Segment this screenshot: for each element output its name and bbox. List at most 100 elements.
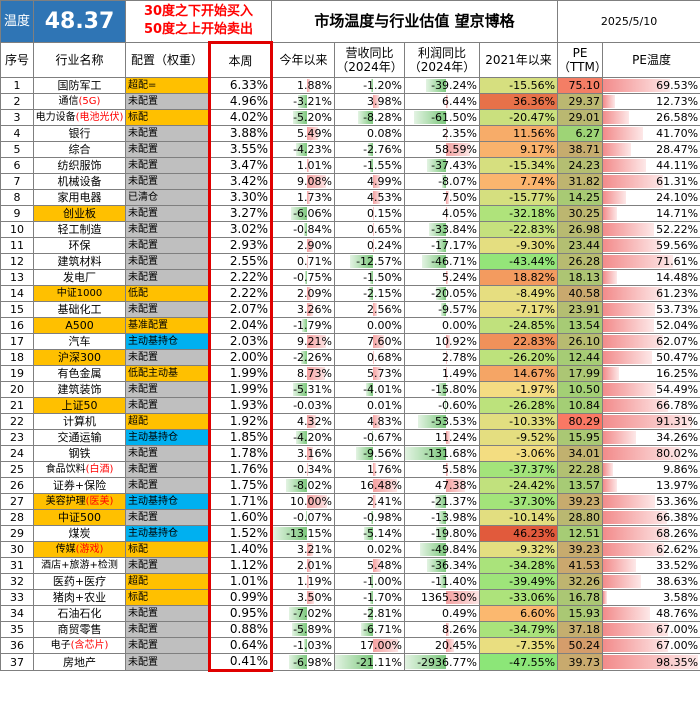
pe-temperature-bar	[603, 383, 656, 396]
revenue-yoy: 0.08%	[334, 125, 405, 142]
since-2021-change: -10.33%	[478, 413, 559, 430]
pe-temperature-value: 48.76%	[656, 607, 699, 620]
revenue-yoy-value: 4.99%	[367, 175, 402, 188]
pe-temperature: 13.97%	[602, 477, 700, 494]
pe-ttm: 13.54	[557, 317, 604, 334]
ytd-change-bar	[306, 159, 309, 172]
table-row: 31 酒店+旅游+检测 未配置 1.12% 2.01% 5.48% -36.34% -34.2…	[0, 557, 700, 574]
pe-temperature: 50.47%	[602, 349, 700, 366]
profit-yoy-value: 0.49%	[442, 607, 477, 620]
revenue-yoy-bar	[369, 591, 373, 604]
ytd-change: 3.16%	[271, 445, 335, 462]
revenue-yoy: 0.01%	[334, 397, 405, 414]
industry-name: 建筑装饰	[33, 381, 126, 398]
revenue-yoy: -1.50%	[334, 269, 405, 286]
revenue-yoy: 0.68%	[334, 349, 405, 366]
pe-temperature-bar	[603, 591, 607, 604]
industry-name-text: 证券+保险	[52, 479, 107, 492]
revenue-yoy: -1.20%	[334, 77, 405, 94]
row-index: 26	[0, 477, 34, 494]
ytd-change-value: 8.73%	[297, 367, 332, 380]
ytd-change-value: 2.09%	[297, 287, 332, 300]
revenue-yoy-value: -0.98%	[363, 511, 402, 524]
table-row: 33 猪肉+农业 标配 0.99% 3.50% -1.70% 1365.30% -33.06%…	[0, 589, 700, 606]
table-row: 27 美容护理(医美) 主动基持仓 1.71% 10.00% 2.41% -21.37% -3…	[0, 493, 700, 510]
ytd-change: 9.21%	[271, 333, 335, 350]
pe-ttm: 13.57	[557, 477, 604, 494]
row-index: 29	[0, 525, 34, 542]
row-index: 27	[0, 493, 34, 510]
profit-yoy: 5.58%	[404, 461, 480, 478]
table-row: 8 家用电器 已清仓 3.30% 1.73% 4.53% 7.50% -15.77% 14.25…	[0, 189, 700, 206]
since-2021-change: -8.49%	[478, 285, 559, 302]
week-change: 3.55%	[208, 141, 273, 158]
ytd-change-bar	[288, 655, 307, 669]
revenue-yoy-value: -0.67%	[363, 431, 402, 444]
table-row: 28 中证500 未配置 1.60% -0.07% -0.98% -13.98% -10.14…	[0, 509, 700, 526]
pe-temperature-value: 71.61%	[656, 255, 699, 268]
pe-temperature-bar	[603, 175, 663, 188]
revenue-yoy-bar	[371, 575, 373, 588]
pe-ttm: 16.78	[557, 589, 604, 606]
ytd-change-bar	[306, 175, 326, 188]
profit-yoy-value: -8.07%	[438, 175, 477, 188]
pe-temperature: 52.22%	[602, 221, 700, 238]
pe-temperature: 69.53%	[602, 77, 700, 94]
pe-temperature-bar	[603, 319, 654, 332]
industry-name: 石油石化	[33, 605, 126, 622]
table-row: 9 创业板 未配置 3.27% -6.06% 0.15% 4.05% -32.18% 30.25…	[0, 205, 700, 222]
pe-temperature-bar	[603, 367, 619, 380]
industry-name-text: 传媒	[55, 544, 76, 555]
since-2021-change: -3.06%	[478, 445, 559, 462]
pe-temperature-bar	[603, 447, 681, 460]
revenue-yoy-value: 0.02%	[367, 543, 402, 556]
ytd-change: -0.07%	[271, 509, 335, 526]
pe-temperature-value: 53.73%	[656, 303, 699, 316]
industry-name: 食品饮料(白酒)	[33, 461, 126, 478]
profit-yoy-value: 8.26%	[442, 623, 477, 636]
ytd-change-value: 5.49%	[297, 127, 332, 140]
pe-temperature: 61.23%	[602, 285, 700, 302]
ytd-change-bar	[288, 607, 307, 620]
pe-ttm: 41.53	[557, 557, 604, 574]
pe-ttm: 23.91	[557, 301, 604, 318]
week-change: 1.40%	[208, 541, 273, 558]
pe-temperature-value: 50.47%	[656, 351, 699, 364]
pe-temperature-value: 67.00%	[656, 639, 699, 652]
table-row: 3 电力设备(电池光伏) 标配 4.02% -5.20% -8.28% -61.50% -20…	[0, 109, 700, 126]
revenue-yoy-value: 7.60%	[367, 335, 402, 348]
ytd-change-bar	[306, 191, 311, 204]
pe-temperature-value: 52.22%	[656, 223, 699, 236]
ytd-change-bar	[291, 207, 307, 220]
pe-temperature-bar	[603, 607, 651, 620]
ytd-change: -13.15%	[271, 525, 335, 542]
header-banner: 温度 48.37 30度之下开始买入 50度之上开始卖出 市场温度与行业估值 望…	[0, 0, 700, 43]
industry-name: 交通运输	[33, 429, 126, 446]
ytd-change-bar	[291, 623, 307, 636]
revenue-yoy: -8.28%	[334, 109, 405, 126]
pe-temperature-value: 24.10%	[656, 191, 699, 204]
industry-name-text: 煤炭	[68, 527, 91, 540]
revenue-yoy-value: -1.50%	[363, 271, 402, 284]
profit-yoy: 20.45%	[404, 637, 480, 654]
revenue-yoy: 3.98%	[334, 93, 405, 110]
ytd-change-bar	[295, 143, 307, 156]
table-row: 17 汽车 主动基持仓 2.03% 9.21% 7.60% 10.92% 22.83% 26.1…	[0, 333, 700, 350]
profit-yoy-value: 0.00%	[442, 319, 477, 332]
industry-name: 传媒(游戏)	[33, 541, 126, 558]
industry-name-highlight: (电池光伏)	[75, 112, 124, 123]
row-index: 31	[0, 557, 34, 574]
since-2021-change: -9.32%	[478, 541, 559, 558]
revenue-yoy-bar	[368, 143, 373, 156]
week-change: 3.02%	[208, 221, 273, 238]
profit-yoy-bar	[405, 447, 446, 460]
week-change: 2.22%	[208, 269, 273, 286]
pe-ttm: 39.73	[557, 653, 604, 671]
row-index: 35	[0, 621, 34, 638]
pe-temperature-bar	[603, 143, 631, 156]
industry-name-text: 石油石化	[57, 607, 102, 620]
ytd-change-value: 2.90%	[297, 239, 332, 252]
profit-yoy-bar	[445, 191, 449, 204]
ytd-change-bar	[306, 127, 318, 140]
profit-yoy-value: 20.45%	[435, 639, 477, 652]
